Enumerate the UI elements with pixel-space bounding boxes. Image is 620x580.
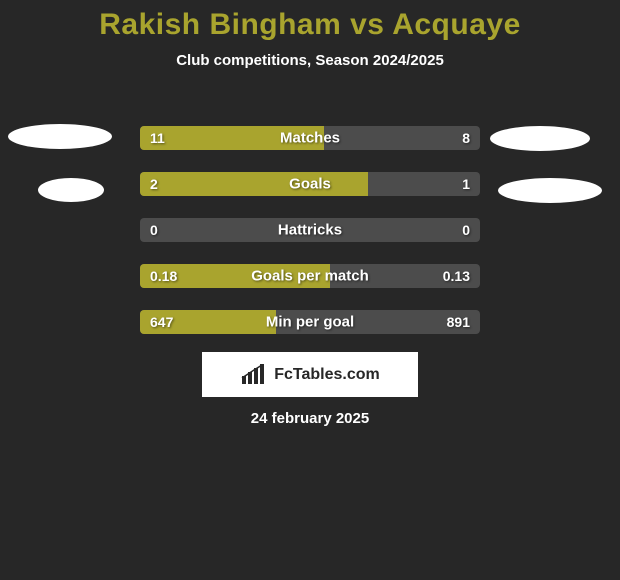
logo-text: FcTables.com	[274, 366, 380, 384]
logo-box: FcTables.com	[202, 352, 418, 397]
bar-row: 0.18Goals per match0.13	[140, 264, 480, 288]
bar-label: Hattricks	[140, 222, 480, 239]
bar-row: 2Goals1	[140, 172, 480, 196]
page-subtitle: Club competitions, Season 2024/2025	[0, 52, 620, 69]
bar-row: 647Min per goal891	[140, 310, 480, 334]
bar-value-right: 0.13	[443, 268, 470, 284]
side-ellipse	[498, 178, 602, 203]
bar-label: Goals	[140, 176, 480, 193]
bar-label: Min per goal	[140, 314, 480, 331]
chart-icon	[240, 364, 268, 386]
bar-value-right: 891	[447, 314, 470, 330]
side-ellipse	[38, 178, 104, 202]
bar-value-right: 1	[462, 176, 470, 192]
bar-value-right: 0	[462, 222, 470, 238]
comparison-bars: 11Matches8 2Goals1 0Hattricks0 0.18Goals pe…	[140, 126, 480, 356]
side-ellipse	[490, 126, 590, 151]
date-text: 24 february 2025	[0, 410, 620, 427]
bar-row: 11Matches8	[140, 126, 480, 150]
side-ellipse	[8, 124, 112, 149]
bar-value-right: 8	[462, 130, 470, 146]
infographic-canvas: Rakish Bingham vs Acquaye Club competiti…	[0, 0, 620, 580]
bar-row: 0Hattricks0	[140, 218, 480, 242]
page-title: Rakish Bingham vs Acquaye	[0, 0, 620, 42]
bar-label: Matches	[140, 130, 480, 147]
bar-label: Goals per match	[140, 268, 480, 285]
